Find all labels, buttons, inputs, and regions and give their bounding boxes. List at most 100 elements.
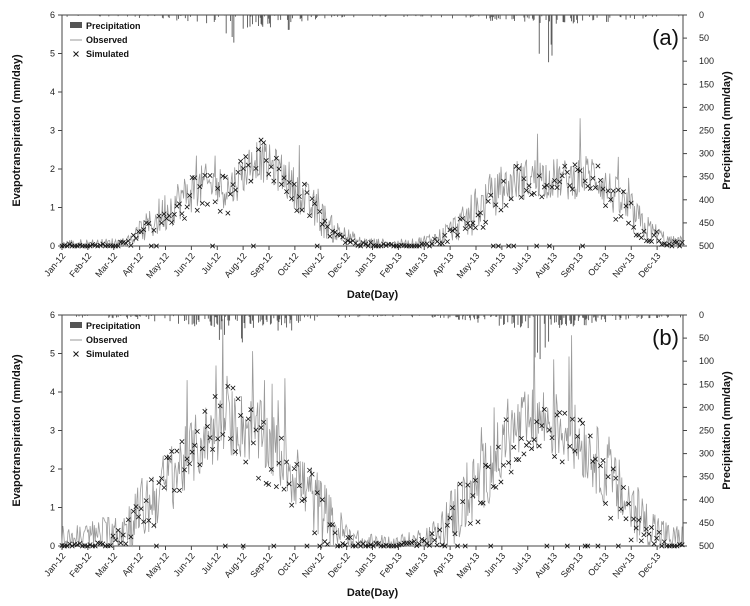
simulated-marker: [641, 228, 647, 234]
simulated-marker: [115, 527, 121, 533]
simulated-marker: [518, 435, 524, 441]
simulated-marker: [488, 543, 494, 549]
simulated-marker: [342, 240, 348, 246]
simulated-marker: [608, 515, 614, 521]
x-tick-label: Sep-13: [559, 551, 585, 580]
simulated-marker: [559, 173, 565, 179]
y-tick-label: 4: [50, 87, 55, 97]
simulated-marker: [598, 463, 603, 469]
simulated-marker: [674, 239, 680, 245]
simulated-marker: [187, 193, 193, 199]
x-tick-label: Apr-12: [120, 251, 145, 278]
simulated-marker: [661, 241, 667, 247]
simulated-marker: [654, 229, 660, 235]
y2-tick-label: 250: [699, 426, 714, 436]
simulated-marker: [250, 243, 256, 249]
simulated-marker: [508, 196, 514, 202]
simulated-marker: [130, 508, 136, 514]
simulated-marker: [204, 201, 210, 207]
simulated-marker: [156, 213, 162, 219]
simulated-marker: [674, 543, 680, 549]
simulated-marker: [97, 242, 103, 248]
simulated-marker: [358, 243, 364, 249]
simulated-marker: [472, 477, 478, 483]
simulated-marker: [659, 543, 665, 549]
simulated-marker: [521, 176, 527, 182]
simulated-marker: [572, 448, 578, 454]
simulated-marker: [235, 396, 241, 402]
x-tick-label: Jul-12: [199, 251, 222, 276]
simulated-marker: [564, 169, 570, 175]
simulated-marker: [495, 243, 501, 249]
simulated-marker: [141, 519, 147, 525]
x-tick-label: Apr-13: [431, 251, 456, 278]
simulated-marker: [541, 406, 547, 412]
x-tick-label: Jul-13: [510, 251, 533, 276]
simulated-marker: [189, 449, 195, 455]
y-tick-label: 6: [50, 10, 55, 20]
simulated-marker: [536, 443, 542, 449]
simulated-marker: [623, 516, 629, 522]
x-tick-label: Dec-12: [326, 251, 352, 280]
simulated-marker: [457, 481, 463, 487]
simulated-marker: [649, 238, 655, 244]
simulated-marker: [317, 543, 323, 549]
x-tick-label: Sep-12: [248, 251, 274, 280]
simulated-marker: [120, 532, 126, 538]
simulated-marker: [465, 482, 471, 488]
simulated-marker: [470, 493, 476, 499]
simulated-marker: [478, 210, 484, 216]
simulated-marker: [299, 207, 305, 213]
simulated-marker: [531, 437, 537, 443]
simulated-marker: [434, 542, 440, 548]
simulated-marker: [638, 235, 644, 241]
y2-tick-label: 50: [699, 333, 709, 343]
simulated-marker: [171, 211, 177, 217]
simulated-marker: [194, 207, 200, 213]
simulated-marker: [245, 162, 251, 168]
y-tick-label: 5: [50, 49, 55, 59]
simulated-marker: [342, 542, 348, 548]
simulated-marker: [475, 519, 481, 525]
simulated-marker: [521, 451, 527, 457]
simulated-marker: [679, 240, 685, 245]
simulated-marker: [324, 541, 330, 547]
simulated-marker: [590, 175, 596, 181]
simulated-marker: [605, 188, 611, 194]
simulated-marker: [442, 232, 448, 238]
simulated-marker: [253, 427, 259, 433]
simulated-marker: [452, 531, 458, 537]
x-tick-label: Jul-12: [199, 551, 222, 576]
x-tick-label: Jan-12: [42, 551, 67, 579]
x-tick-label: Sep-12: [248, 551, 274, 580]
simulated-marker: [508, 469, 514, 475]
simulated-marker: [307, 213, 313, 219]
simulated-marker: [322, 218, 328, 224]
simulated-marker: [317, 209, 323, 215]
simulated-marker: [199, 446, 205, 452]
simulated-marker: [531, 190, 537, 196]
simulated-marker: [365, 543, 371, 549]
simulated-marker: [414, 543, 420, 549]
simulated-marker: [575, 167, 580, 173]
simulated-marker: [340, 541, 346, 547]
y2-axis-title: Precipitation (mm/day): [721, 371, 733, 490]
simulated-marker: [309, 471, 315, 477]
simulated-marker: [276, 166, 282, 172]
simulated-marker: [266, 171, 272, 177]
simulated-marker: [268, 466, 274, 472]
simulated-marker: [546, 427, 552, 433]
simulated-marker: [217, 208, 223, 214]
simulated-marker: [388, 241, 394, 247]
y-axis-title: Evapotranspiration (mm/day): [11, 54, 23, 207]
simulated-marker: [651, 232, 657, 238]
legend-simulated-swatch: [73, 51, 79, 57]
simulated-marker: [240, 543, 246, 549]
x-tick-label: Jun-12: [172, 251, 197, 279]
simulated-marker: [449, 505, 455, 511]
simulated-marker: [636, 517, 642, 523]
simulated-marker: [541, 184, 547, 190]
x-tick-label: Mar-12: [93, 251, 119, 279]
simulated-marker: [332, 530, 338, 536]
legend-precipitation-label: Precipitation: [86, 21, 141, 31]
